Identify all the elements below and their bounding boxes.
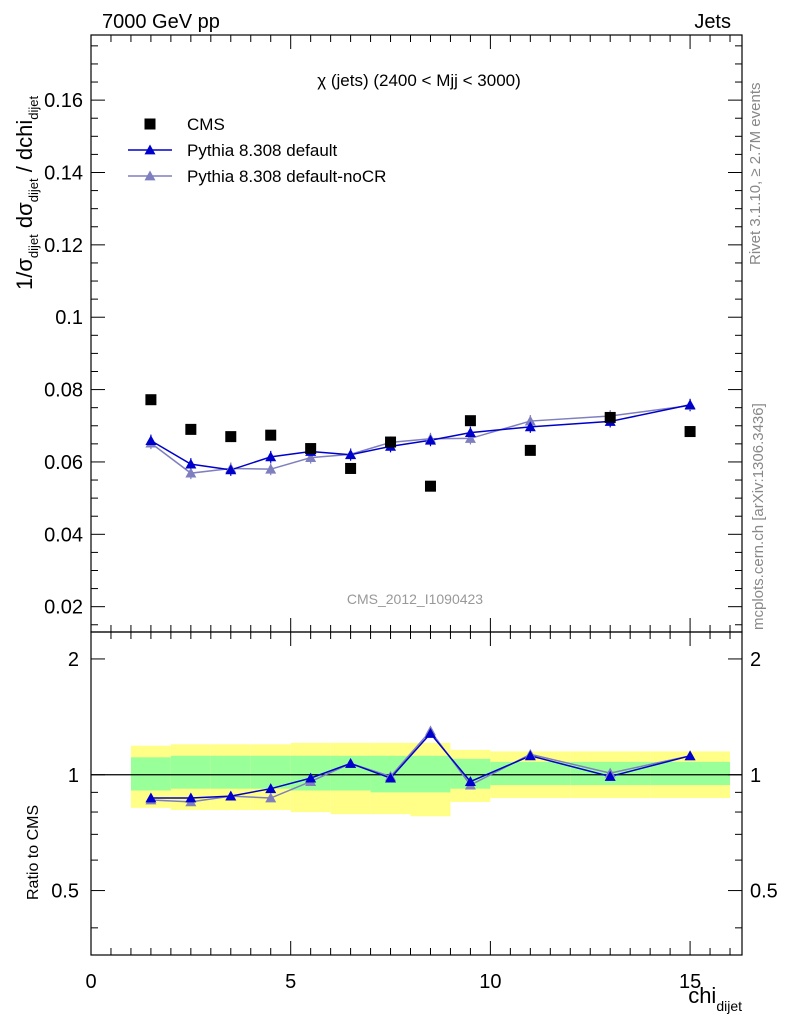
legend: CMS Pythia 8.308 default Pythia 8.308 defa… bbox=[128, 115, 386, 186]
data-point bbox=[424, 434, 436, 445]
legend-label: Pythia 8.308 default-noCR bbox=[187, 167, 386, 186]
data-point bbox=[524, 421, 536, 432]
ratio-plot: 0 5 10 15 0.5 0.5 1 1 2 2 bbox=[51, 631, 778, 993]
data-point bbox=[464, 432, 476, 443]
data-point bbox=[524, 415, 536, 426]
ratio-tick-label: 1 bbox=[68, 765, 79, 787]
data-point bbox=[684, 426, 696, 438]
data-point bbox=[345, 462, 357, 474]
data-point bbox=[145, 435, 157, 445]
ratio-tick-label-right: 2 bbox=[750, 649, 761, 671]
x-tick-label: 10 bbox=[479, 971, 501, 993]
ratio-band-inner bbox=[210, 755, 251, 789]
ratio-band-inner bbox=[170, 755, 211, 789]
data-point bbox=[604, 411, 616, 423]
ratio-tick-label: 0.5 bbox=[51, 881, 79, 903]
ratio-point bbox=[185, 792, 197, 803]
data-point bbox=[225, 464, 237, 475]
ratio-point bbox=[265, 792, 277, 803]
data-point bbox=[345, 449, 357, 460]
legend-marker-cms bbox=[144, 118, 156, 130]
ratio-point bbox=[305, 772, 317, 783]
ratio-point bbox=[524, 750, 536, 761]
ratio-tick-label: 2 bbox=[68, 649, 79, 671]
ratio-point bbox=[604, 770, 616, 781]
rivet-label: Rivet 3.1.10, ≥ 2.7M events bbox=[747, 83, 764, 266]
data-point bbox=[145, 394, 157, 406]
legend-marker-nocr bbox=[144, 170, 156, 181]
ratio-point bbox=[464, 776, 476, 786]
ratio-tick-label-right: 1 bbox=[750, 765, 761, 787]
y-tick-label: 0.04 bbox=[44, 524, 83, 546]
data-point bbox=[265, 463, 277, 474]
legend-label: CMS bbox=[187, 115, 225, 134]
ratio-point bbox=[225, 790, 237, 801]
x-tick-label: 5 bbox=[285, 971, 296, 993]
data-point bbox=[424, 480, 436, 492]
ratio-band-inner bbox=[650, 761, 731, 786]
legend-label: Pythia 8.308 default bbox=[187, 141, 338, 160]
ratio-frame bbox=[90, 631, 743, 956]
data-point bbox=[185, 458, 197, 469]
ratio-band-inner bbox=[490, 761, 571, 786]
data-point bbox=[265, 429, 277, 441]
y-tick-label: 0.1 bbox=[55, 307, 83, 329]
y-tick-label: 0.14 bbox=[44, 162, 83, 184]
ratio-series-line bbox=[150, 732, 691, 799]
ratio-tick-label-right: 0.5 bbox=[750, 881, 778, 903]
x-tick-label: 15 bbox=[679, 971, 701, 993]
data-point bbox=[684, 399, 696, 410]
y-axis-title: 1/σdijet dσdijet / dchidijet bbox=[12, 95, 41, 290]
ratio-point bbox=[385, 772, 397, 783]
data-point bbox=[524, 444, 536, 456]
mcplots-label: mcplots.cern.ch [arXiv:1306.3436] bbox=[750, 403, 767, 630]
header-right: Jets bbox=[694, 11, 731, 33]
y-tick-label: 0.02 bbox=[44, 597, 83, 619]
data-point bbox=[225, 431, 237, 443]
ratio-point bbox=[265, 783, 277, 794]
y-tick-label: 0.08 bbox=[44, 380, 83, 402]
ratio-point bbox=[684, 750, 696, 761]
watermark: CMS_2012_I1090423 bbox=[347, 591, 483, 607]
data-point bbox=[265, 451, 277, 462]
ratio-axis-title: Ratio to CMS bbox=[25, 805, 42, 900]
y-tick-label: 0.12 bbox=[44, 235, 83, 257]
data-point bbox=[305, 452, 317, 463]
ratio-point bbox=[424, 728, 436, 738]
y-tick-label: 0.06 bbox=[44, 452, 83, 474]
main-plot: 0.02 0.04 0.06 0.08 0.1 0.12 0.14 0.16 bbox=[44, 34, 743, 633]
ratio-band-inner bbox=[410, 755, 451, 793]
data-point bbox=[185, 423, 197, 435]
ratio-point bbox=[145, 792, 157, 803]
data-point bbox=[464, 415, 476, 427]
series-line bbox=[150, 404, 691, 471]
data-point bbox=[385, 436, 397, 448]
ratio-band-inner bbox=[130, 757, 171, 791]
chart-title: χ (jets) (2400 < Mjj < 3000) bbox=[317, 71, 521, 90]
legend-marker-default bbox=[144, 144, 156, 155]
data-point bbox=[305, 443, 317, 455]
header-left: 7000 GeV pp bbox=[102, 11, 220, 33]
data-point bbox=[185, 467, 197, 478]
y-tick-label: 0.16 bbox=[44, 90, 83, 112]
data-point bbox=[464, 427, 476, 438]
x-tick-label: 0 bbox=[85, 971, 96, 993]
ratio-point bbox=[345, 757, 357, 768]
